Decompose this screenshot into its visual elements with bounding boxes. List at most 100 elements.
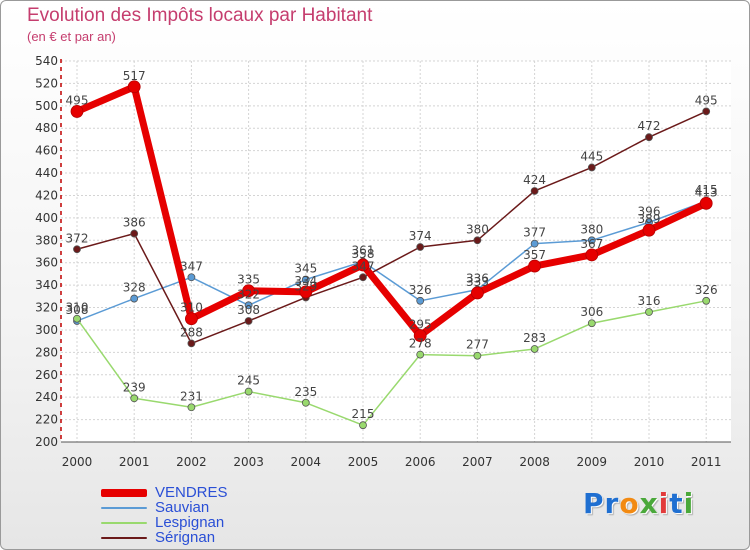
data-label-lespignan: 316 [638, 294, 661, 308]
legend-label: Sérignan [155, 529, 216, 546]
data-label-sérignan: 380 [466, 222, 489, 236]
x-tick-label: 2011 [691, 455, 722, 469]
data-label-vendres: 367 [580, 237, 603, 251]
data-point-sérignan [130, 229, 139, 238]
data-label-vendres: 335 [237, 273, 260, 287]
data-point-sérignan [187, 339, 196, 348]
legend-swatch [101, 537, 147, 539]
series-line-vendres [73, 83, 710, 340]
data-label-lespignan: 283 [523, 331, 546, 345]
logo-letter: o [619, 487, 640, 520]
legend-label: Sauvian [155, 499, 210, 516]
data-label-lespignan: 310 [66, 301, 89, 315]
data-label-sérignan: 386 [123, 216, 146, 230]
y-tick-label: 220 [35, 413, 58, 427]
data-label-sérignan: 347 [352, 259, 375, 273]
data-label-sauvian: 380 [580, 222, 603, 236]
legend-swatch [101, 507, 147, 509]
data-point-sauvian [130, 294, 139, 303]
data-point-lespignan [645, 308, 653, 316]
data-label-vendres: 413 [695, 185, 718, 199]
data-label-sauvian: 308 [66, 303, 89, 317]
logo-letter: i [683, 487, 695, 520]
data-label-vendres: 495 [66, 93, 89, 107]
data-label-sauvian: 347 [180, 259, 203, 273]
data-label-sérignan: 372 [66, 231, 89, 245]
data-label-vendres: 310 [180, 301, 203, 315]
data-label-sauvian: 322 [237, 287, 260, 301]
series-line-lespignan [76, 300, 707, 426]
x-tick-label: 2004 [291, 455, 322, 469]
data-label-vendres: 295 [409, 318, 432, 332]
logo-letter: t [669, 487, 684, 520]
data-point-sauvian [244, 301, 253, 310]
data-label-sérignan: 308 [237, 303, 260, 317]
data-point-vendres [413, 329, 427, 342]
data-point-sérignan [359, 273, 367, 282]
data-label-sauvian: 361 [352, 244, 375, 258]
x-tick-label: 2010 [634, 455, 665, 469]
y-tick-label: 420 [35, 188, 58, 202]
y-tick-label: 340 [35, 278, 58, 292]
y-tick-label: 320 [35, 301, 58, 315]
data-label-lespignan: 306 [580, 305, 603, 319]
data-label-sérignan: 424 [523, 173, 546, 187]
data-point-lespignan [587, 319, 596, 328]
data-point-lespignan [473, 351, 482, 360]
data-label-sérignan: 495 [695, 93, 718, 107]
y-tick-label: 380 [35, 233, 58, 247]
data-point-sérignan [702, 107, 711, 116]
x-tick-label: 2001 [119, 455, 150, 469]
y-tick-label: 360 [35, 256, 58, 270]
logo-letter: r [604, 487, 620, 520]
data-point-sérignan [416, 243, 425, 251]
chart-subtitle: (en € et par an) [27, 29, 116, 44]
series-layer [70, 80, 713, 430]
y-tick-label: 200 [35, 435, 58, 449]
legend-label: Lespignan [155, 514, 225, 531]
data-label-sérignan: 288 [180, 325, 203, 339]
data-label-lespignan: 245 [237, 374, 260, 388]
y-tick-label: 440 [35, 166, 58, 180]
data-label-sauvian: 345 [294, 262, 317, 276]
y-tick-label: 260 [35, 368, 58, 382]
data-point-sérignan [244, 317, 253, 325]
x-tick-label: 2000 [62, 455, 93, 469]
data-label-vendres: 517 [123, 69, 146, 83]
data-point-sérignan [530, 187, 539, 195]
y-tick-label: 500 [35, 99, 58, 113]
data-label-sauvian: 326 [409, 283, 432, 297]
data-point-vendres [585, 248, 599, 262]
data-point-sauvian [416, 296, 425, 305]
legend-swatch [101, 489, 147, 497]
data-label-vendres: 389 [638, 212, 661, 226]
data-point-vendres [242, 284, 256, 298]
data-point-sauvian [587, 236, 596, 245]
data-point-lespignan [359, 421, 367, 430]
data-point-sauvian [301, 275, 310, 284]
data-point-vendres [528, 259, 541, 273]
data-label-vendres: 334 [294, 274, 317, 288]
data-point-lespignan [187, 403, 196, 412]
x-tick-label: 2005 [348, 455, 379, 469]
logo-letter: x [639, 487, 659, 520]
data-point-vendres [642, 223, 656, 237]
x-tick-label: 2006 [405, 455, 436, 469]
x-tick-label: 2003 [233, 455, 264, 469]
series-line-sérignan [76, 110, 707, 345]
legend-swatch [101, 522, 147, 524]
data-point-lespignan [244, 387, 253, 396]
data-point-sérignan [587, 163, 596, 172]
data-label-lespignan: 231 [180, 389, 203, 403]
logo-letter: i [658, 487, 670, 520]
data-point-vendres [470, 286, 484, 300]
data-label-sérignan: 329 [294, 279, 317, 293]
data-point-sauvian [530, 239, 539, 248]
y-tick-label: 240 [35, 390, 58, 404]
data-point-lespignan [130, 394, 139, 403]
data-point-lespignan [73, 314, 81, 323]
data-label-lespignan: 239 [123, 380, 146, 394]
data-point-lespignan [416, 350, 425, 359]
data-point-vendres [699, 196, 713, 210]
